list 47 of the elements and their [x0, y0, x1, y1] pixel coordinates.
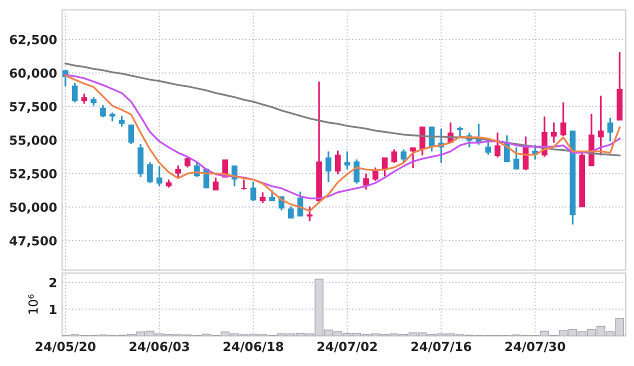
x-tick-label: 24/07/30 — [505, 342, 566, 352]
candlestick — [81, 92, 88, 105]
x-tick-label: 24/06/18 — [224, 342, 284, 352]
y-tick-label: 60,000 — [10, 68, 57, 80]
y-tick-label: 2 — [50, 278, 56, 288]
candlestick — [250, 180, 256, 202]
candlestick — [607, 117, 614, 142]
candlestick — [457, 126, 463, 138]
candlestick — [118, 115, 125, 128]
candlestick — [306, 206, 313, 222]
candlestick — [550, 122, 557, 144]
x-tick-label: 24/06/03 — [130, 342, 190, 352]
candlestick — [128, 124, 134, 145]
y-axis-title: 10⁶ — [28, 294, 38, 314]
candlestick — [344, 150, 350, 170]
y-tick-label: 47,500 — [10, 236, 57, 248]
candlestick — [391, 148, 398, 164]
candlestick — [419, 126, 426, 156]
candlestick — [147, 161, 153, 184]
x-tick-label: 24/07/16 — [412, 342, 472, 352]
y-tick-label: 52,500 — [10, 169, 57, 180]
candlestick — [175, 164, 182, 178]
y-tick-label: 57,500 — [10, 102, 57, 113]
y-tick-label: 55,000 — [10, 135, 57, 147]
candlestick — [288, 206, 294, 220]
candlestick — [400, 148, 407, 164]
candlestick — [363, 172, 369, 190]
candlestick — [372, 166, 378, 182]
candlestick — [260, 191, 266, 204]
candlestick — [156, 165, 162, 188]
candlestick — [513, 146, 520, 170]
candlestick — [326, 150, 332, 184]
y-tick-label: 50,000 — [10, 202, 57, 214]
candlestick — [72, 82, 78, 104]
candlestick — [410, 146, 416, 169]
candlestick — [494, 132, 500, 158]
candlestick — [334, 150, 341, 176]
y-tick-label: 1 — [50, 304, 56, 314]
candlestick — [560, 102, 566, 137]
candlestick — [240, 178, 247, 190]
x-tick-label: 24/05/20 — [36, 342, 96, 352]
candlestick — [184, 156, 190, 168]
candlestick — [212, 176, 219, 192]
candlestick — [100, 104, 106, 118]
candlestick — [598, 94, 604, 156]
x-tick-label: 24/07/02 — [318, 342, 377, 352]
y-tick-label: 62,500 — [10, 34, 57, 46]
